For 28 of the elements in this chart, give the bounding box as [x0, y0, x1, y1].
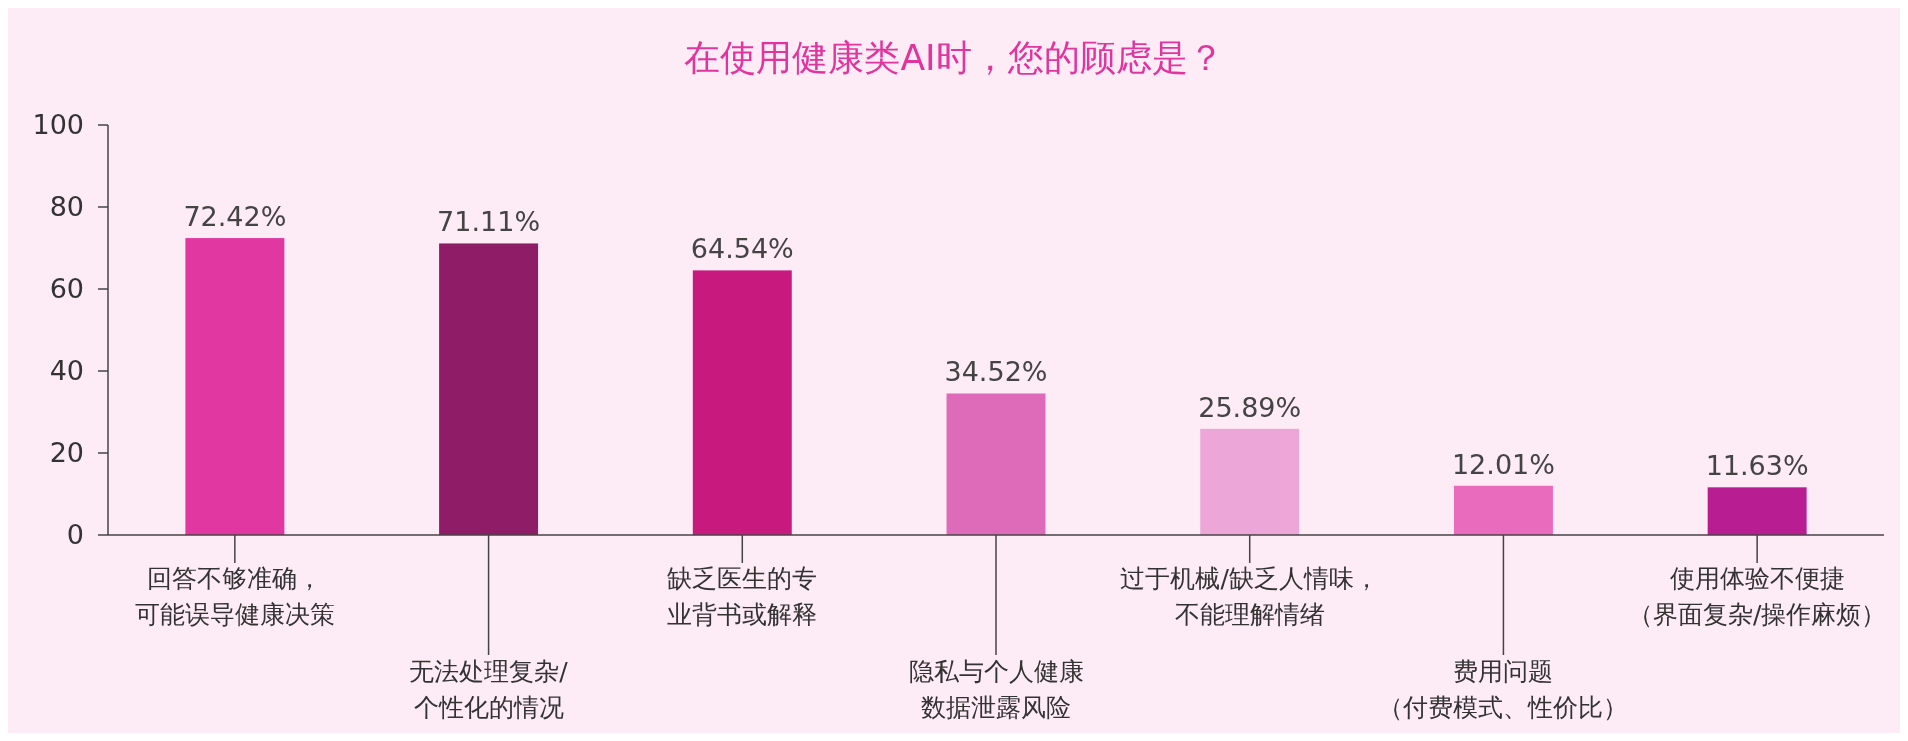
y-tick-label: 0 [66, 519, 84, 551]
x-tick-label: 无法处理复杂/个性化的情况 [409, 657, 569, 722]
bar [1200, 428, 1300, 535]
y-tick-label: 60 [49, 273, 84, 305]
x-tick-label: 缺乏医生的专业背书或解释 [667, 564, 818, 629]
bar [185, 238, 285, 535]
y-tick-label: 40 [49, 355, 84, 387]
x-tick-label: 使用体验不便捷（界面复杂/操作麻烦） [1627, 564, 1887, 629]
bar [946, 393, 1046, 535]
data-label: 64.54% [690, 233, 794, 265]
x-tick-label: 费用问题（付费模式、性价比） [1378, 657, 1629, 722]
chart-title: 在使用健康类AI时，您的顾虑是？ [684, 37, 1224, 78]
data-label: 71.11% [437, 206, 541, 238]
data-label: 12.01% [1451, 448, 1555, 480]
y-tick-label: 80 [49, 191, 84, 223]
data-label: 72.42% [183, 201, 287, 233]
y-tick-label: 20 [49, 437, 84, 469]
data-label: 11.63% [1705, 450, 1809, 482]
bar [692, 270, 792, 535]
x-tick-label: 过于机械/缺乏人情味，不能理解情绪 [1120, 564, 1379, 629]
x-tick-label: 回答不够准确，可能误导健康决策 [134, 564, 335, 629]
x-tick-label: 隐私与个人健康数据泄露风险 [908, 657, 1084, 722]
data-label: 34.52% [944, 356, 1048, 388]
bar [1453, 485, 1553, 535]
data-label: 25.89% [1198, 391, 1302, 423]
y-tick-label: 100 [32, 109, 84, 141]
bar [439, 243, 539, 535]
bar [1707, 487, 1807, 535]
